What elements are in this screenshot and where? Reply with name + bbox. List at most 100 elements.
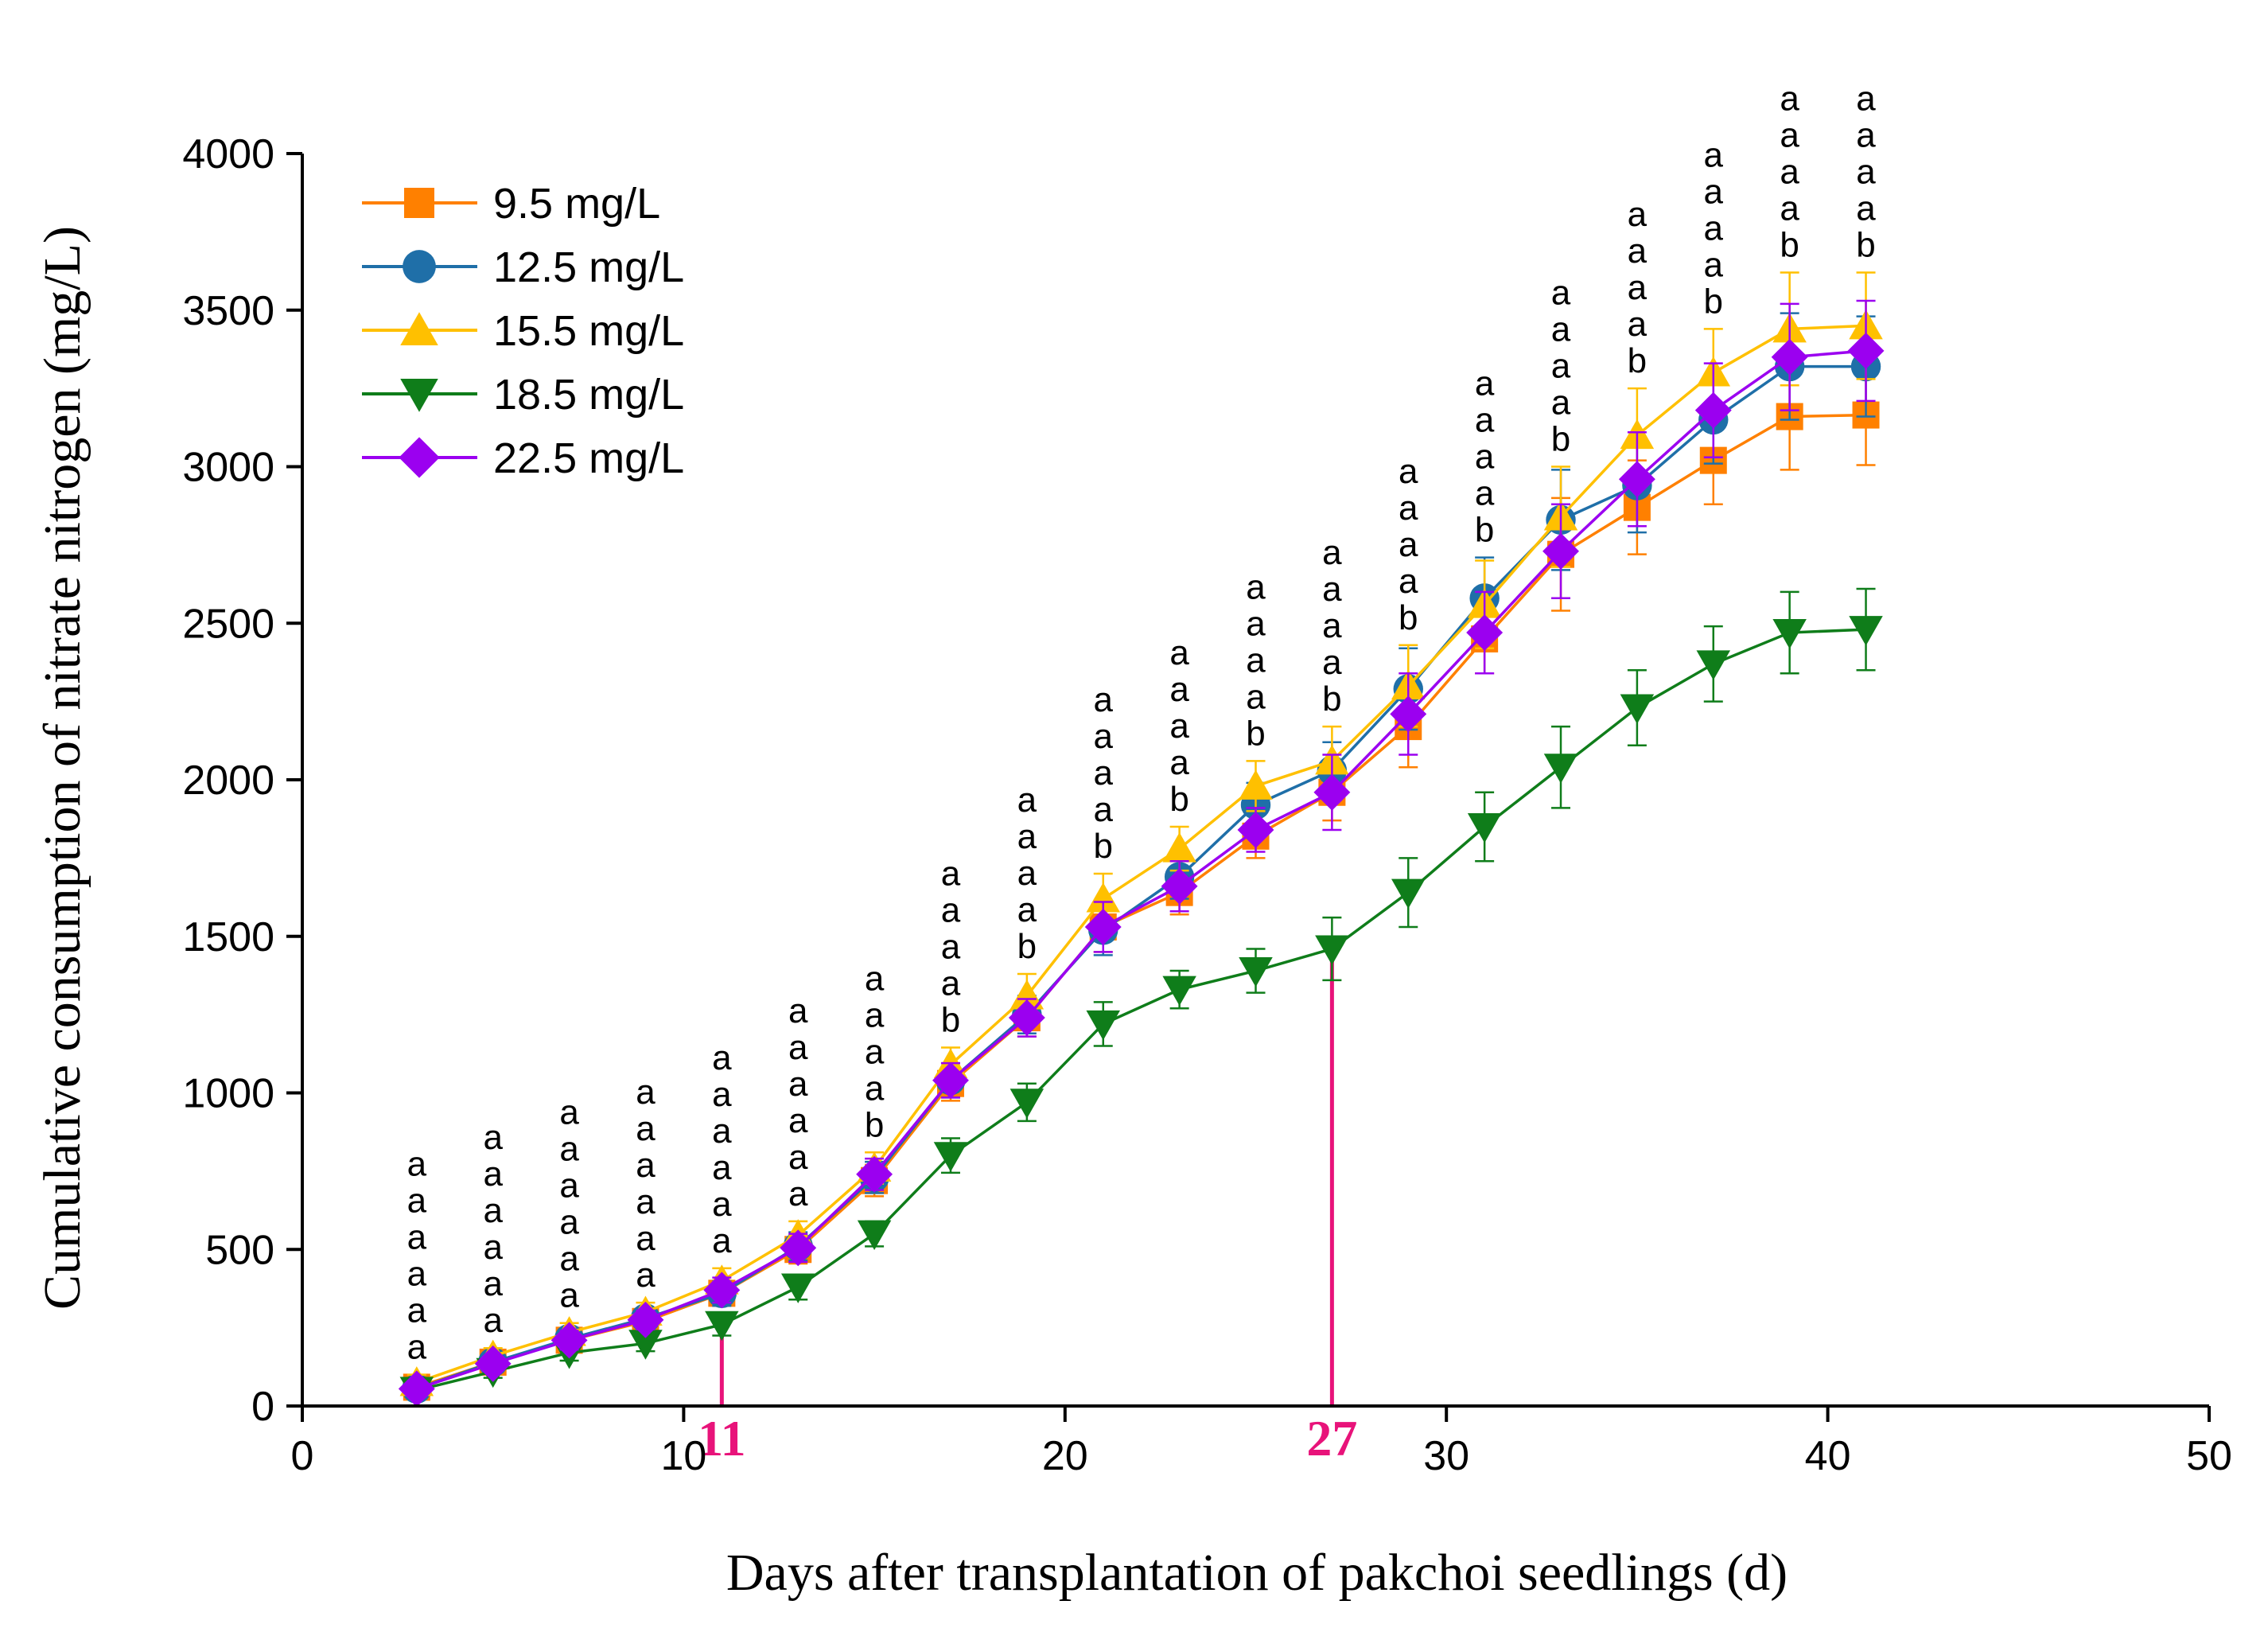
data-point: [1391, 878, 1426, 909]
data-point: [1618, 461, 1655, 498]
significance-letter: a: [1017, 817, 1037, 856]
significance-letter: a: [1399, 562, 1418, 601]
significance-letter: a: [1780, 153, 1799, 192]
y-tick-label: 3000: [182, 445, 274, 491]
significance-letter: a: [1704, 172, 1724, 211]
significance-letter: a: [1704, 208, 1724, 247]
data-point: [780, 1229, 817, 1267]
legend-marker: [403, 250, 436, 283]
legend-marker: [404, 188, 434, 218]
significance-letter: a: [1856, 189, 1876, 228]
significance-letter: a: [1322, 606, 1342, 645]
significance-letter: a: [559, 1203, 579, 1242]
data-point: [550, 1322, 588, 1359]
significance-letter: a: [636, 1182, 656, 1221]
significance-letter: a: [1628, 268, 1648, 307]
significance-letter: a: [1246, 604, 1266, 643]
significance-letter: a: [1856, 116, 1876, 155]
data-point: [398, 1370, 435, 1408]
significance-letter: a: [1780, 80, 1799, 119]
data-point: [856, 1155, 893, 1193]
significance-letter: a: [941, 927, 961, 966]
annotation-layer: 11 27: [698, 948, 1357, 1466]
significance-letter: b: [1780, 226, 1799, 265]
data-point: [1466, 614, 1504, 652]
significance-letter: a: [712, 1075, 732, 1114]
y-tick-label: 4000: [182, 131, 274, 177]
significance-letter: b: [1704, 282, 1723, 321]
significance-letter: a: [483, 1155, 503, 1194]
significance-letter: a: [559, 1276, 579, 1315]
significance-letter: a: [1475, 364, 1495, 403]
significance-letter: a: [788, 1174, 808, 1213]
data-point: [1467, 813, 1502, 843]
significance-letters: aaaaaaaaaaaaaaaaaaaaaaaaaaaaaaaaaaaaaaaa…: [407, 80, 1877, 1367]
significance-letter: a: [1628, 232, 1648, 271]
legend-marker: [400, 379, 438, 412]
legend-marker: [399, 437, 440, 478]
significance-letter: a: [636, 1256, 656, 1295]
significance-letter: a: [1093, 680, 1113, 719]
data-point: [627, 1301, 664, 1338]
data-point: [1313, 773, 1351, 811]
significance-letter: a: [1551, 274, 1571, 313]
significance-letter: a: [1322, 533, 1342, 572]
significance-letter: a: [1628, 305, 1648, 344]
data-point: [1847, 332, 1885, 369]
data-point: [1772, 619, 1807, 649]
significance-letter: b: [1551, 420, 1570, 459]
significance-letter: a: [1169, 670, 1189, 709]
data-point: [1543, 754, 1578, 784]
significance-letter: a: [1475, 474, 1495, 513]
significance-letter: a: [1856, 80, 1876, 119]
significance-letter: a: [636, 1109, 656, 1148]
series-line: [416, 628, 1866, 1392]
significance-letter: a: [483, 1301, 503, 1340]
significance-letter: a: [559, 1166, 579, 1205]
y-tick-label: 1500: [182, 914, 274, 960]
significance-letter: a: [1169, 707, 1189, 746]
x-tick-label: 10: [660, 1433, 706, 1479]
legend-label: 12.5 mg/L: [493, 243, 684, 291]
significance-letter: a: [483, 1118, 503, 1157]
y-tick-label: 500: [205, 1227, 274, 1273]
data-point: [932, 1061, 969, 1099]
significance-letter: a: [865, 995, 885, 1034]
data-point: [1162, 976, 1196, 1007]
significance-letter: a: [636, 1219, 656, 1258]
significance-letter: b: [1628, 341, 1647, 380]
x-tick-label: 20: [1042, 1433, 1088, 1479]
significance-letter: b: [1322, 680, 1341, 719]
legend: 9.5 mg/L 12.5 mg/L 15.5 mg/L 18.5 mg/L 22.5 …: [362, 180, 684, 482]
significance-letter: a: [1093, 790, 1113, 829]
data-point: [628, 1330, 663, 1360]
legend-label: 22.5 mg/L: [493, 434, 684, 482]
data-point: [1239, 769, 1273, 800]
significance-letter: b: [941, 1000, 960, 1039]
significance-letter: a: [407, 1182, 427, 1221]
series-9.5-mg-L: [403, 362, 1880, 1401]
significance-letter: a: [1475, 401, 1495, 440]
x-tick-label: 30: [1423, 1433, 1469, 1479]
significance-letter: a: [1246, 677, 1266, 716]
significance-letter: a: [712, 1112, 732, 1151]
significance-letter: a: [1246, 567, 1266, 606]
significance-letter: b: [1475, 511, 1494, 550]
annotation-label: 11: [698, 1410, 745, 1466]
significance-letter: a: [1322, 570, 1342, 609]
data-point: [857, 1220, 892, 1250]
y-tick-label: 1000: [182, 1071, 274, 1117]
significance-letter: a: [712, 1221, 732, 1260]
significance-letter: a: [559, 1130, 579, 1169]
significance-letter: a: [559, 1240, 579, 1279]
significance-letter: a: [1704, 135, 1724, 174]
legend-label: 15.5 mg/L: [493, 307, 684, 355]
significance-letter: a: [1551, 347, 1571, 386]
data-point: [1237, 812, 1274, 848]
significance-letter: a: [1093, 754, 1113, 793]
legend-item: 9.5 mg/L: [362, 180, 660, 228]
legend-item: 12.5 mg/L: [362, 243, 684, 291]
series-layer: [398, 271, 1885, 1408]
series-line: [416, 413, 1866, 1389]
y-tick-label: 2000: [182, 758, 274, 804]
